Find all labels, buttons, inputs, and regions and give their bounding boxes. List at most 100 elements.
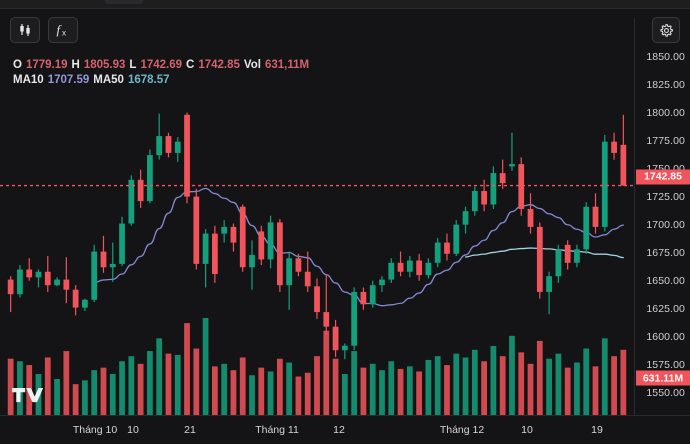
- ma50-label: MA50: [93, 74, 124, 86]
- candle-body: [72, 289, 79, 308]
- volume-bar: [174, 354, 181, 424]
- candle-body: [249, 254, 255, 268]
- candle-body: [564, 244, 571, 263]
- ohlc-legend-row: O 1779.19 H 1805.93 L 1742.69 C 1742.85 Vol 631,1…: [13, 58, 309, 73]
- candle-body: [82, 299, 88, 308]
- time-axis-tick: 21: [184, 424, 196, 436]
- volume-bar: [304, 372, 311, 424]
- time-axis-tick: 10: [521, 424, 533, 436]
- candle-body: [453, 224, 460, 254]
- candle-body: [109, 263, 116, 268]
- candlestick-plot: [0, 112, 634, 424]
- volume-bar: [434, 356, 441, 424]
- volume-bar: [574, 362, 580, 424]
- high-value: 1805.93: [83, 59, 126, 71]
- candle-body: [26, 269, 33, 278]
- current-price-badge[interactable]: 1742.85: [636, 169, 690, 185]
- candle-body: [212, 233, 218, 274]
- candle-body: [156, 136, 163, 156]
- chart-toolbar: f x: [10, 17, 78, 43]
- volume-bar: [91, 370, 98, 424]
- candle-body: [555, 249, 562, 277]
- candle-body: [490, 173, 497, 205]
- price-axis-tick: 1800.00: [646, 106, 685, 119]
- volume-bar: [425, 360, 432, 424]
- ma10-value: 1707.59: [47, 74, 90, 86]
- candlestick-chart-type-button[interactable]: [10, 17, 40, 43]
- svg-text:x: x: [62, 29, 66, 38]
- candle-body: [406, 260, 413, 272]
- candle-body: [444, 242, 450, 254]
- volume-bar: [202, 318, 209, 424]
- volume-bar: [499, 356, 506, 424]
- candle-body: [63, 279, 70, 290]
- price-axis-tick: 1575.00: [646, 358, 685, 371]
- chart-legend: O 1779.19 H 1805.93 L 1742.69 C 1742.85 Vol 631,1…: [13, 58, 309, 88]
- volume-bar: [555, 353, 562, 424]
- candle-body: [499, 173, 506, 184]
- volume-bar: [620, 349, 627, 424]
- price-axis-tick: 1550.00: [646, 386, 685, 399]
- high-label: H: [71, 59, 80, 71]
- volume-bar: [416, 371, 422, 424]
- volume-bar: [212, 366, 218, 424]
- close-label: C: [186, 59, 195, 71]
- time-axis-tick: Tháng 11: [255, 424, 299, 436]
- candle-body: [341, 345, 348, 351]
- volume-bar: [128, 356, 135, 424]
- candle-body: [434, 242, 441, 263]
- candle-body: [44, 271, 51, 286]
- volume-badge[interactable]: 631.11M: [636, 370, 690, 386]
- volume-bar: [444, 365, 450, 424]
- volume-bar: [35, 374, 42, 424]
- candle-body: [323, 312, 330, 327]
- volume-bar: [7, 358, 14, 424]
- volume-bar: [165, 353, 172, 424]
- price-axis-tick: 1625.00: [646, 302, 685, 315]
- volume-bar: [583, 348, 590, 424]
- candle-body: [462, 211, 469, 225]
- candle-body: [221, 226, 228, 234]
- price-axis[interactable]: 1850.001825.001800.001775.001750.001725.…: [634, 18, 690, 424]
- volume-bar: [601, 338, 608, 424]
- candle-body: [369, 285, 376, 305]
- volume-bar: [397, 368, 404, 424]
- chart-panel: f x O 1779.19 H 1805.93 L 1742.69 C 1742.85 Vol 6…: [0, 9, 690, 444]
- volume-bar: [546, 358, 552, 424]
- candle-body: [276, 222, 283, 286]
- candle-body: [592, 206, 599, 227]
- price-axis-tick: 1650.00: [646, 274, 685, 287]
- indicators-button[interactable]: f x: [48, 17, 78, 43]
- candle-body: [165, 136, 172, 153]
- volume-bar: [72, 384, 79, 424]
- volume-bar: [341, 374, 348, 424]
- low-value: 1742.69: [140, 59, 183, 71]
- moving-average-line: [93, 187, 625, 307]
- volume-bar: [82, 380, 88, 424]
- top-strip: [0, 0, 690, 8]
- tradingview-logo: [12, 386, 46, 410]
- candle-body: [7, 279, 14, 295]
- volume-bar: [239, 357, 246, 424]
- settings-button[interactable]: [652, 17, 680, 43]
- candle-body: [416, 260, 422, 276]
- fx-icon: f x: [56, 22, 66, 38]
- time-axis-tick: 12: [333, 424, 345, 436]
- volume-bar: [481, 361, 487, 424]
- volume-bar: [147, 351, 153, 424]
- volume-bar: [267, 371, 274, 424]
- time-axis[interactable]: Tháng 10 10 21 Tháng 11 12 Tháng 12 10 19: [0, 415, 690, 444]
- volume-bar: [44, 357, 51, 424]
- candle-body: [304, 271, 311, 287]
- price-axis-tick: 1775.00: [646, 134, 685, 147]
- plot-area[interactable]: [0, 18, 634, 424]
- price-axis-tick: 1600.00: [646, 330, 685, 343]
- time-axis-tick: Tháng 10: [72, 424, 118, 436]
- volume-bar: [286, 362, 293, 424]
- volume-bar: [462, 357, 469, 424]
- candle-body: [202, 233, 209, 264]
- close-value: 1742.85: [198, 59, 240, 71]
- candle-body: [267, 222, 274, 260]
- volume-bar: [453, 353, 460, 424]
- volume-bar: [369, 363, 376, 424]
